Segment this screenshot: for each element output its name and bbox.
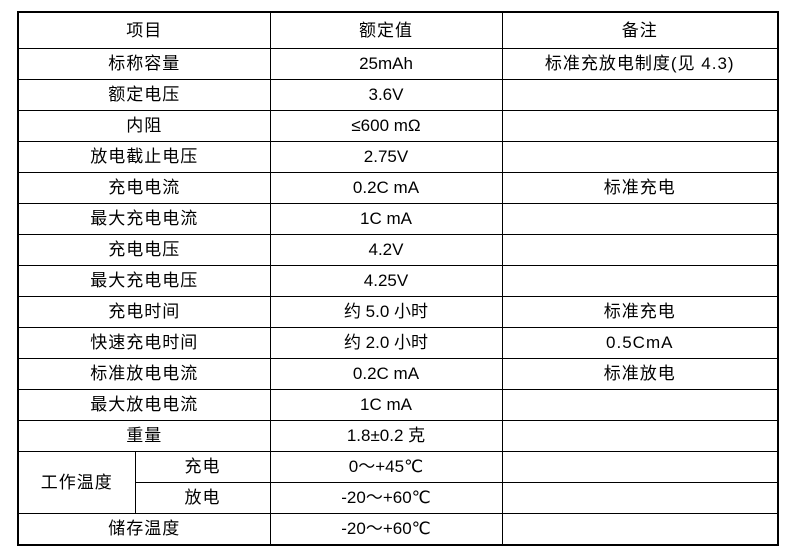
item-cell: 充电电压 <box>17 234 271 266</box>
note-cell <box>501 234 779 266</box>
note-cell <box>501 110 779 142</box>
note-cell <box>501 79 779 111</box>
value-cell: 3.6V <box>269 79 503 111</box>
table-row: 放电 -20～+60℃ <box>18 482 779 514</box>
note-cell <box>501 389 779 421</box>
value-cell: 0.2C mA <box>269 172 503 204</box>
value-cell: 约 5.0 小时 <box>269 296 503 328</box>
table-row: 重量 1.8±0.2 克 <box>17 420 779 452</box>
item-cell: 内阻 <box>17 110 271 142</box>
value-cell: 1C mA <box>269 203 503 235</box>
item-cell: 充电电流 <box>17 172 271 204</box>
table-row: 工作温度 充电 0～+45℃ <box>17 451 779 514</box>
value-cell: -20～+60℃ <box>269 513 503 546</box>
note-cell: 标准充电 <box>501 172 779 204</box>
discharge-sub-label: 放电 <box>134 482 271 514</box>
note-cell <box>501 482 779 514</box>
value-cell: 1C mA <box>269 389 503 421</box>
value-cell: 4.25V <box>269 265 503 297</box>
table-row: 充电电流 0.2C mA 标准充电 <box>17 172 779 204</box>
value-cell: 4.2V <box>269 234 503 266</box>
note-cell: 标准充电 <box>501 296 779 328</box>
note-cell: 0.5CmA <box>501 327 779 359</box>
note-cell <box>501 420 779 452</box>
table-header-row: 项目 额定值 备注 <box>17 11 779 49</box>
note-cell: 标准充放电制度(见 4.3) <box>501 48 779 80</box>
table-row: 标准放电电流 0.2C mA 标准放电 <box>17 358 779 390</box>
item-cell: 放电截止电压 <box>17 141 271 173</box>
item-cell: 最大充电电压 <box>17 265 271 297</box>
table-row: 放电截止电压 2.75V <box>17 141 779 173</box>
value-cell: 约 2.0 小时 <box>269 327 503 359</box>
value-cell: 0.2C mA <box>269 358 503 390</box>
table-row: 充电时间约 5.0 小时 标准充电 <box>17 296 779 328</box>
item-cell: 快速充电时间 <box>17 327 271 359</box>
operating-temp-label: 工作温度 <box>17 451 136 514</box>
item-cell: 最大放电电流 <box>17 389 271 421</box>
item-cell: 标称容量 <box>17 48 271 80</box>
item-cell: 重量 <box>17 420 271 452</box>
header-item: 项目 <box>17 11 271 49</box>
note-cell <box>501 513 779 546</box>
note-cell: 标准放电 <box>501 358 779 390</box>
value-cell: ≤600 mΩ <box>269 110 503 142</box>
note-cell <box>501 141 779 173</box>
item-cell: 最大充电电流 <box>17 203 271 235</box>
table-row: 标称容量 25mAh 标准充放电制度(见 4.3) <box>17 48 779 80</box>
note-cell <box>501 451 779 483</box>
value-cell: -20～+60℃ <box>269 482 503 514</box>
header-note: 备注 <box>501 11 779 49</box>
table-row: 充电电压 4.2V <box>17 234 779 266</box>
note-cell <box>501 265 779 297</box>
table-row: 储存温度 -20～+60℃ <box>17 513 779 546</box>
value-cell: 2.75V <box>269 141 503 173</box>
item-cell: 储存温度 <box>17 513 271 546</box>
note-cell <box>501 203 779 235</box>
item-cell: 标准放电电流 <box>17 358 271 390</box>
battery-spec-table: 项目 额定值 备注 标称容量 25mAh 标准充放电制度(见 4.3) 额定电压 3.6… <box>17 11 779 546</box>
value-cell: 25mAh <box>269 48 503 80</box>
value-cell: 0～+45℃ <box>269 451 503 483</box>
table-row: 内阻 ≤600 mΩ <box>17 110 779 142</box>
item-cell: 额定电压 <box>17 79 271 111</box>
value-cell: 1.8±0.2 克 <box>269 420 503 452</box>
table-row: 额定电压 3.6V <box>17 79 779 111</box>
charge-sub-label: 充电 <box>134 451 271 483</box>
table-row: 快速充电时间约 2.0 小时 0.5CmA <box>17 327 779 359</box>
header-rated-value: 额定值 <box>269 11 503 49</box>
item-cell: 充电时间 <box>17 296 271 328</box>
table-row: 最大充电电流 1C mA <box>17 203 779 235</box>
table-row: 最大充电电压 4.25V <box>17 265 779 297</box>
table-row: 最大放电电流 1C mA <box>17 389 779 421</box>
